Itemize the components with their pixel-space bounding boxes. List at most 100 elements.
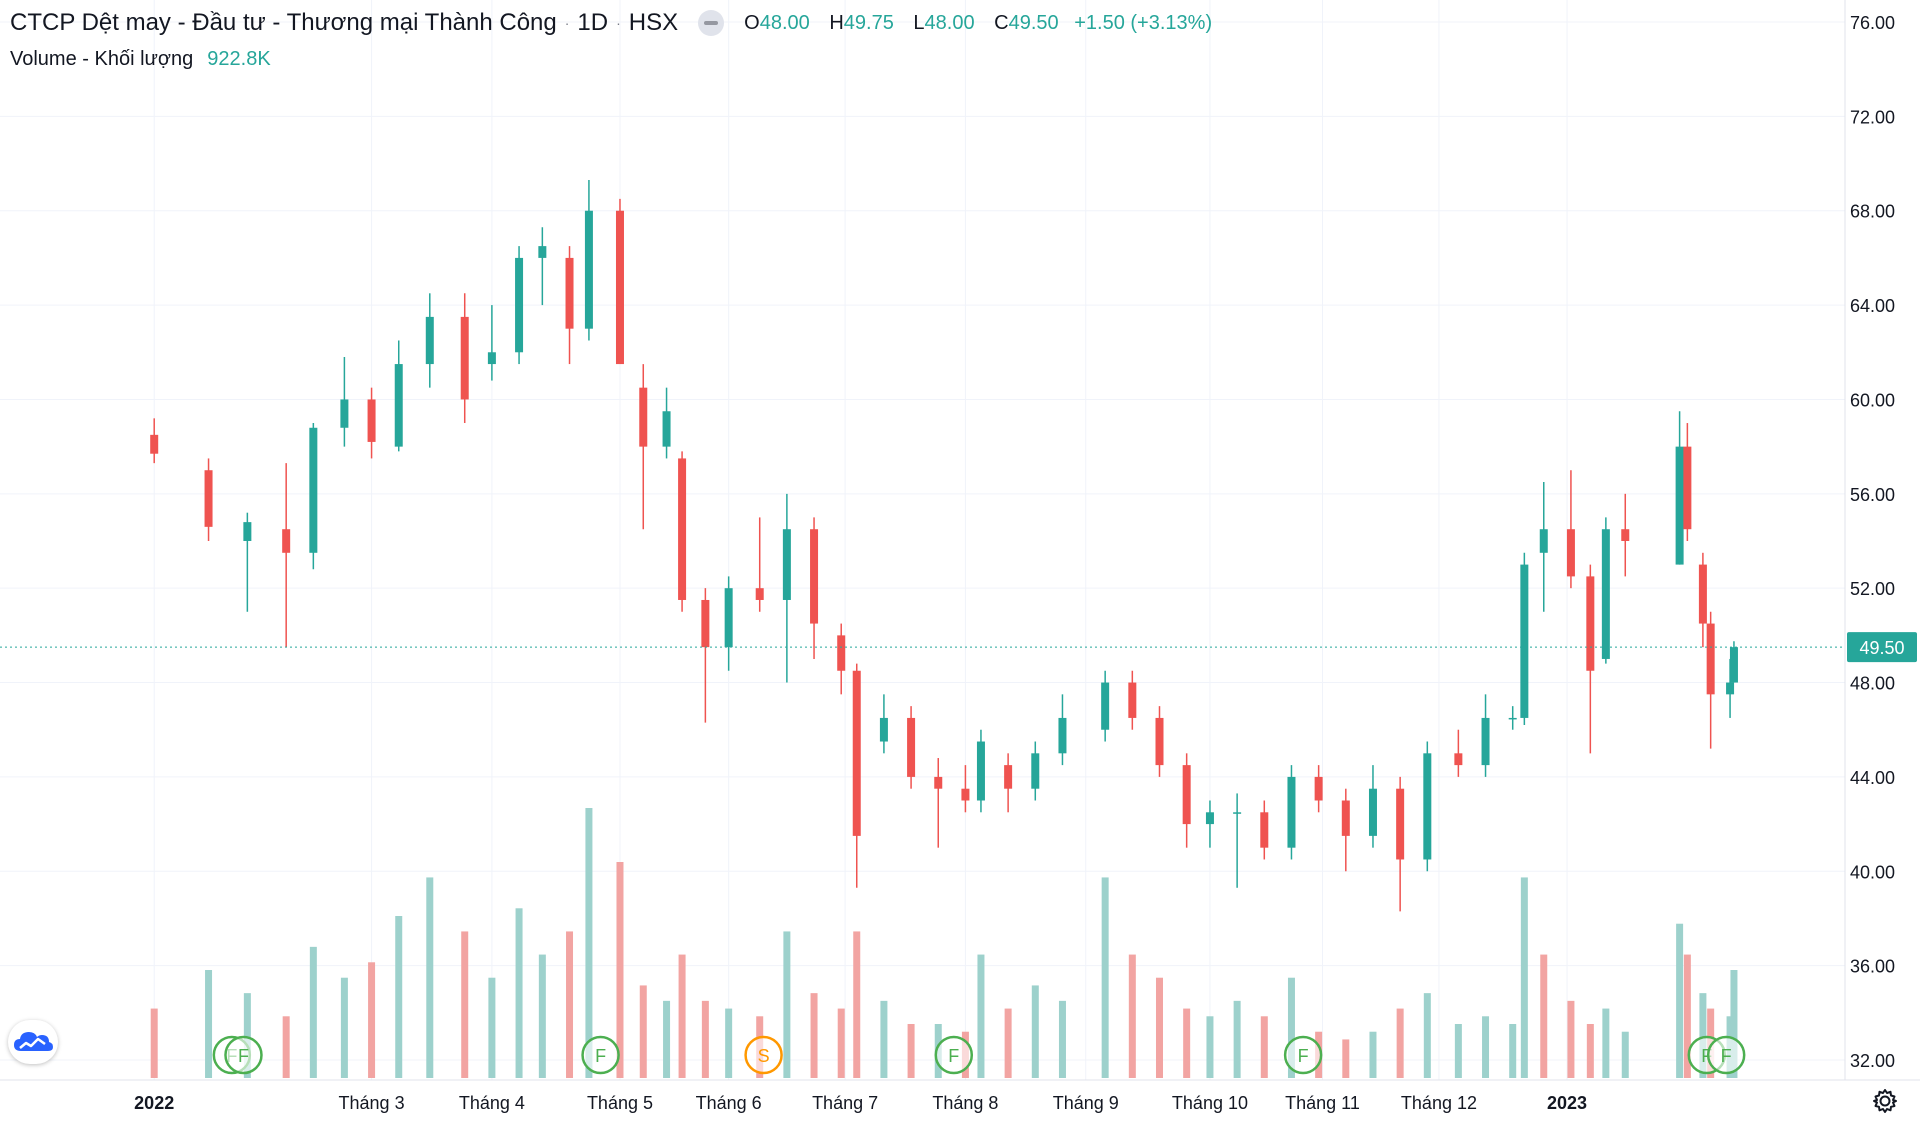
- candle: [460, 293, 469, 424]
- time-tick-label: Tháng 11: [1285, 1093, 1360, 1113]
- candle: [1233, 793, 1242, 888]
- candle: [282, 463, 291, 648]
- event-marker[interactable]: F: [1283, 1035, 1323, 1075]
- event-marker[interactable]: S: [744, 1035, 783, 1075]
- volume-bar: [1730, 970, 1738, 1078]
- candle-body: [1539, 529, 1548, 553]
- candle-body: [1182, 765, 1191, 825]
- time-tick-label: Tháng 3: [339, 1093, 405, 1113]
- volume-bar: [1058, 1000, 1066, 1078]
- volume-bar: [340, 977, 348, 1078]
- volume-bar: [566, 931, 574, 1078]
- volume-bar: [150, 1008, 158, 1078]
- event-marker[interactable]: F: [1706, 1035, 1746, 1075]
- candle: [204, 458, 213, 541]
- candle-body: [1706, 623, 1715, 695]
- candle: [1698, 552, 1707, 648]
- candle: [662, 387, 671, 459]
- price-tick-label: 44.00: [1850, 768, 1895, 788]
- event-marker-label: S: [758, 1046, 770, 1066]
- volume-bar: [701, 1000, 709, 1078]
- change-value: +1.50 (+3.13%): [1074, 11, 1213, 34]
- candles: [150, 180, 1738, 912]
- candle-body: [394, 364, 403, 447]
- price-tick-label: 64.00: [1850, 296, 1895, 316]
- symbol-row: CTCP Dệt may - Đầu tư - Thương mại Thành…: [10, 8, 1212, 38]
- volume-bar: [368, 962, 376, 1078]
- volume-bar: [1155, 977, 1163, 1078]
- volume-bar: [1101, 877, 1109, 1078]
- candle-body: [1508, 717, 1517, 720]
- candle: [1508, 706, 1517, 730]
- tradingview-logo-icon[interactable]: [8, 1020, 58, 1064]
- time-tick-label: Tháng 8: [932, 1093, 998, 1113]
- volume-bar: [243, 993, 251, 1078]
- event-marker[interactable]: F: [581, 1035, 620, 1075]
- time-tick-label: Tháng 4: [459, 1093, 525, 1113]
- candle-body: [662, 411, 671, 447]
- event-marker[interactable]: F: [224, 1035, 263, 1075]
- event-marker-circle: [224, 1035, 263, 1075]
- candle: [678, 451, 687, 612]
- candle-body: [1101, 682, 1110, 730]
- volume-bar: [880, 1000, 888, 1078]
- volume-bar: [1423, 993, 1431, 1078]
- candle-body: [879, 717, 888, 742]
- price-tick-label: 72.00: [1850, 107, 1895, 127]
- volume-bar: [1509, 1024, 1517, 1078]
- interval-label[interactable]: 1D: [577, 9, 609, 36]
- candle-body: [1031, 753, 1040, 789]
- candle: [367, 387, 376, 459]
- exchange-label[interactable]: HSX: [628, 9, 679, 36]
- candle: [1368, 765, 1377, 848]
- candle: [852, 663, 861, 888]
- time-tick-label: 2022: [134, 1093, 174, 1113]
- candle: [701, 588, 710, 723]
- price-tick-label: 56.00: [1850, 485, 1895, 505]
- price-axis[interactable]: 32.00 36.00 40.00 44.00 48.00 52.00 56.00 60.00…: [1850, 13, 1895, 1071]
- candle-body: [243, 522, 252, 541]
- symbol-title[interactable]: CTCP Dệt may - Đầu tư - Thương mại Thành…: [10, 9, 557, 36]
- volume-bar: [1540, 954, 1548, 1078]
- candle-body: [1260, 812, 1269, 848]
- candle-body: [907, 717, 916, 777]
- volume-bar: [678, 954, 686, 1078]
- candle: [1454, 729, 1463, 777]
- volume-bar: [837, 1008, 845, 1078]
- hide-eye-icon[interactable]: [698, 10, 725, 36]
- candle-body: [1683, 446, 1692, 530]
- candle-body: [724, 588, 733, 648]
- last-price-line: 49.50: [0, 632, 1917, 663]
- candle: [1586, 564, 1595, 754]
- candle-body: [1128, 682, 1137, 718]
- volume-bar: [1342, 1039, 1350, 1078]
- time-tick-label: Tháng 12: [1401, 1093, 1477, 1113]
- time-tick-label: Tháng 10: [1172, 1093, 1248, 1113]
- price-tick-label: 36.00: [1850, 957, 1895, 977]
- candle: [810, 517, 819, 659]
- time-axis[interactable]: 2022 Tháng 3 Tháng 4 Tháng 5 Tháng 6 Tháng 7 T…: [134, 1093, 1587, 1113]
- candle-body: [782, 529, 791, 600]
- separator-dot: ·: [564, 15, 570, 31]
- gear-icon[interactable]: [1870, 1086, 1900, 1116]
- candle: [243, 512, 252, 612]
- candle: [1058, 694, 1067, 766]
- event-marker-label: F: [238, 1046, 249, 1066]
- candle-body: [701, 599, 710, 648]
- ohlc-values: O48.00 H49.75 L48.00 C49.50 +1.50 (+3.13…: [744, 12, 1212, 35]
- volume-label[interactable]: Volume - Khối lượng: [10, 47, 194, 70]
- volume-bar: [515, 908, 523, 1078]
- event-marker[interactable]: F: [934, 1035, 974, 1075]
- volume-bar: [1586, 1024, 1594, 1078]
- candle: [961, 765, 970, 813]
- event-marker-circle: [744, 1035, 783, 1075]
- candle: [487, 305, 496, 381]
- candle: [1004, 753, 1013, 813]
- candle-body: [515, 257, 524, 353]
- event-markers[interactable]: FFFSFFFF: [212, 1035, 1746, 1075]
- volume-bar: [1699, 993, 1707, 1078]
- candle-body: [1729, 647, 1738, 683]
- volume-bar: [1260, 1016, 1268, 1078]
